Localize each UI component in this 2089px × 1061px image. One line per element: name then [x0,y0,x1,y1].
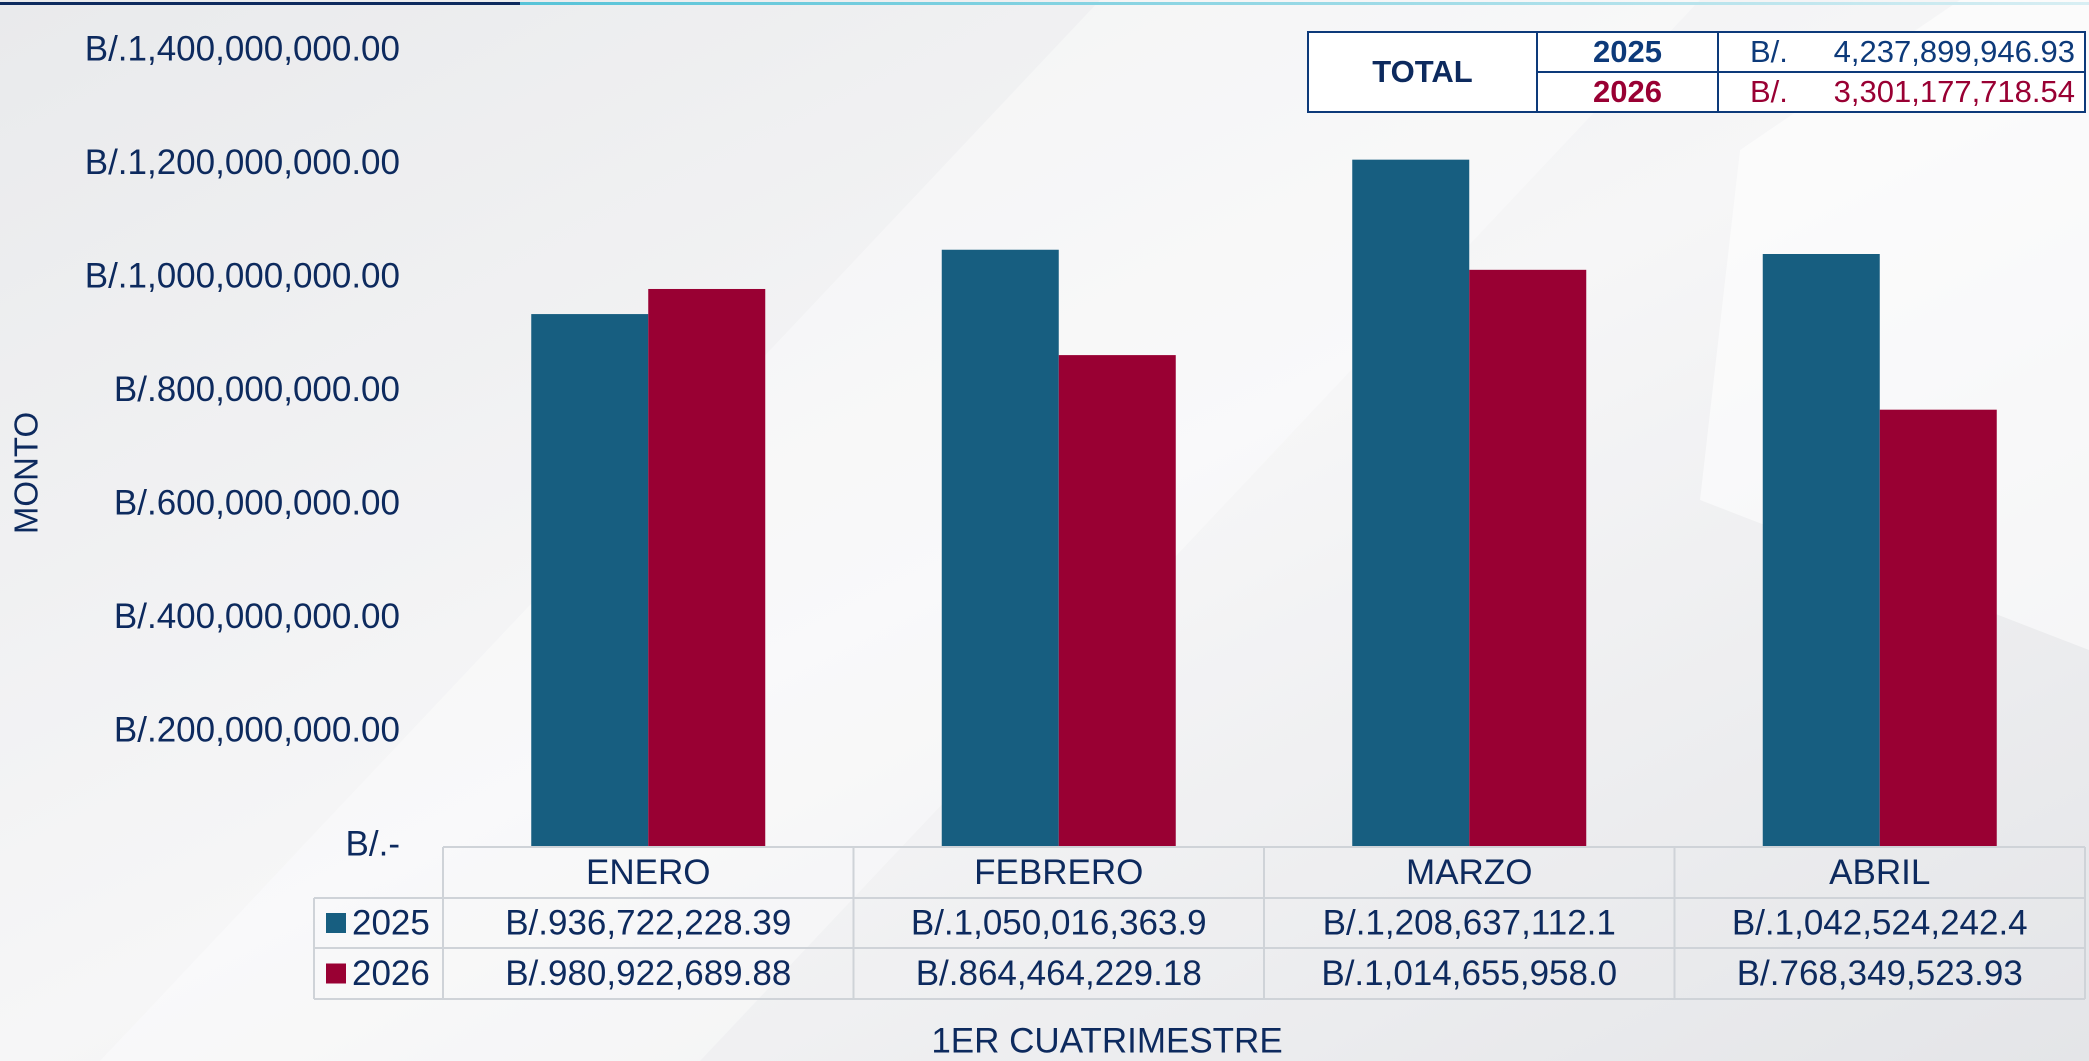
x-tick-label: ABRIL [1829,853,1930,892]
bar [648,288,766,846]
y-tick-label: B/.800,000,000.00 [114,370,400,409]
y-tick-label: B/.200,000,000.00 [114,711,400,750]
table-value: B/.768,349,523.93 [1737,954,2023,993]
top-line [0,2,520,5]
table-value: B/.1,050,016,363.9 [911,903,1207,942]
x-axis-label: 1ER CUATRIMESTRE [931,1021,1282,1060]
bar [1879,409,1997,846]
y-tick-label: B/.400,000,000.00 [114,597,400,636]
y-tick-label: B/.1,200,000,000.00 [85,143,400,182]
y-tick-label: B/.600,000,000.00 [114,484,400,523]
legend-swatch [326,913,346,933]
totals-amount: 3,301,177,718.54 [1834,74,2075,109]
bar [1058,355,1176,846]
table-value: B/.980,922,689.88 [505,954,791,993]
table-value: B/.1,208,637,112.1 [1323,903,1616,942]
top-line [520,2,2089,5]
bar [1352,159,1470,847]
bg-shape [100,0,1700,1061]
legend-swatch [326,963,346,984]
totals-currency: B/. [1750,74,1788,109]
table-value: B/.1,014,655,958.0 [1321,954,1617,993]
bar [941,249,1059,846]
totals-year: 2025 [1593,34,1662,69]
y-tick-label: B/.- [346,824,400,863]
bar [531,314,649,847]
table-value: B/.936,722,228.39 [505,903,791,942]
legend-label: 2025 [352,903,430,942]
x-tick-label: ENERO [586,853,710,892]
x-tick-label: FEBRERO [974,853,1143,892]
legend-label: 2026 [352,954,430,993]
totals-currency: B/. [1750,34,1788,69]
y-axis-label: MONTO [8,412,45,534]
bar [1469,269,1587,846]
y-tick-label: B/.1,400,000,000.00 [85,29,400,68]
table-value: B/.1,042,524,242.4 [1732,903,2028,942]
y-tick-label: B/.1,000,000,000.00 [85,256,400,295]
x-tick-label: MARZO [1406,853,1532,892]
totals-label: TOTAL [1372,54,1472,89]
table-value: B/.864,464,229.18 [916,954,1202,993]
totals-year: 2026 [1593,74,1662,109]
bar [1762,253,1880,846]
totals-amount: 4,237,899,946.93 [1834,34,2075,69]
